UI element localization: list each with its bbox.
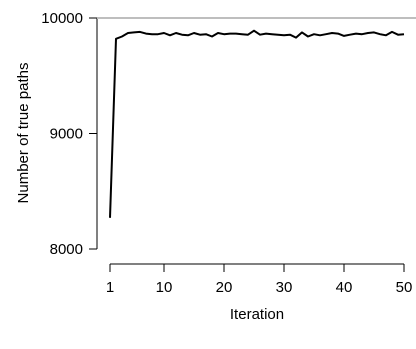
x-axis-ticks: 1 10 20 30 40 50 — [106, 264, 413, 296]
y-axis-ticks: 8000 9000 10000 — [41, 10, 97, 258]
plot-frame — [96, 18, 404, 265]
y-axis-label: Number of true paths — [15, 63, 32, 204]
x-tick-label: 20 — [216, 279, 233, 296]
x-axis-label: Iteration — [230, 306, 284, 323]
x-tick-label: 30 — [276, 279, 293, 296]
y-tick-label: 10000 — [41, 10, 83, 27]
x-tick-label: 1 — [106, 279, 114, 296]
x-tick-label: 50 — [396, 279, 413, 296]
y-tick-label: 9000 — [50, 126, 83, 143]
x-tick-label: 40 — [336, 279, 353, 296]
y-tick-label: 8000 — [50, 241, 83, 258]
series-line — [109, 29, 405, 218]
x-tick-label: 10 — [156, 279, 173, 296]
